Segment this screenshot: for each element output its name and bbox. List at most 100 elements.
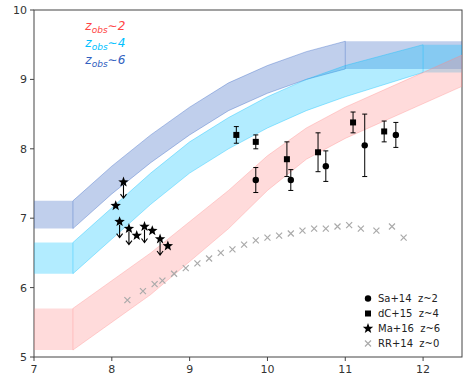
- legend-symbol: [365, 341, 371, 347]
- point: [110, 200, 120, 210]
- point: [233, 132, 239, 138]
- point: [194, 260, 200, 266]
- error-bar-line: [284, 142, 289, 177]
- point: [315, 149, 321, 155]
- point: [401, 235, 407, 241]
- legend-label: RR+14 z~0: [378, 338, 439, 349]
- plot-frame: [34, 10, 462, 357]
- error-bar-line: [253, 168, 258, 193]
- annotation-subscript: obs: [92, 25, 108, 35]
- point: [346, 222, 352, 228]
- band-extension: [34, 201, 73, 229]
- chart: 7891011125678910zobs∼2zobs∼4zobs∼6Sa+14 …: [0, 0, 474, 383]
- upper-limit-arrow: [120, 185, 126, 198]
- point: [253, 177, 259, 183]
- error-bar-line: [393, 122, 398, 147]
- error-bar-line: [382, 121, 387, 142]
- legend-symbol: [363, 323, 373, 333]
- x-tick-label: 12: [416, 363, 430, 376]
- error-bar: [351, 112, 356, 133]
- point: [159, 278, 165, 284]
- x-tick: [267, 357, 268, 361]
- error-bar: [253, 168, 258, 193]
- error-bar-line: [288, 170, 293, 191]
- legend-label: dC+15 z~4: [378, 308, 439, 319]
- y-tick-label: 9: [20, 73, 27, 86]
- point: [124, 223, 134, 233]
- point: [299, 228, 305, 234]
- y-tick-label: 5: [20, 351, 27, 364]
- point: [118, 177, 128, 187]
- annotation: zobs∼2: [84, 19, 125, 35]
- annotation-subscript: obs: [92, 59, 108, 69]
- y-tick: [30, 148, 34, 149]
- legend: Sa+14 z~2dC+15 z~4Ma+16 z~6RR+14 z~0: [363, 293, 440, 349]
- y-tick: [30, 357, 34, 358]
- upper-limit-arrow: [126, 232, 132, 245]
- point: [323, 226, 329, 232]
- error-bar: [234, 127, 239, 144]
- plot-area: [34, 41, 462, 350]
- error-bar: [393, 122, 398, 147]
- x-tick-label: 9: [186, 363, 193, 376]
- legend-symbol: [365, 295, 371, 301]
- legend-symbol: [365, 311, 371, 317]
- point: [362, 142, 368, 148]
- annotation-subscript: obs: [92, 42, 108, 52]
- point: [183, 265, 189, 271]
- x-tick-label: 8: [108, 363, 115, 376]
- point: [389, 224, 395, 230]
- y-tick-label: 10: [13, 4, 27, 17]
- series-x: [124, 222, 406, 303]
- y-tick-label: 6: [20, 282, 27, 295]
- band-extension: [34, 308, 73, 350]
- point: [323, 163, 329, 169]
- point: [124, 297, 130, 303]
- series-square: [233, 112, 387, 177]
- point: [288, 230, 294, 236]
- point: [350, 119, 356, 125]
- y-tick: [30, 79, 34, 80]
- x-tick: [34, 357, 35, 361]
- point: [140, 288, 146, 294]
- point: [334, 224, 340, 230]
- x-tick: [345, 357, 346, 361]
- error-bar: [316, 133, 321, 172]
- point: [218, 250, 224, 256]
- error-bar: [284, 142, 289, 177]
- y-tick-label: 7: [20, 212, 27, 225]
- error-bar: [382, 121, 387, 142]
- point: [253, 237, 259, 243]
- error-bar: [288, 170, 293, 191]
- x-tick-label: 10: [260, 363, 274, 376]
- legend-label: Sa+14 z~2: [378, 293, 438, 304]
- point: [276, 233, 282, 239]
- annotations: zobs∼2zobs∼4zobs∼6: [84, 19, 125, 69]
- annotation: zobs∼4: [84, 36, 125, 52]
- point: [114, 216, 124, 226]
- point: [381, 128, 387, 134]
- error-bar-line: [234, 127, 239, 144]
- series-star: [110, 177, 173, 255]
- x-tick: [111, 357, 112, 361]
- point: [152, 281, 158, 287]
- point: [147, 225, 157, 235]
- point: [155, 234, 165, 244]
- upper-limit-arrow: [142, 230, 148, 243]
- point: [131, 230, 141, 240]
- point: [229, 246, 235, 252]
- annotation-part: ∼4: [108, 36, 126, 50]
- error-bar-line: [253, 135, 258, 149]
- band: [73, 45, 423, 274]
- y-tick: [30, 218, 34, 219]
- x-tick-label: 7: [31, 363, 38, 376]
- error-bar: [323, 151, 328, 182]
- y-tick: [30, 10, 34, 11]
- band-extension: [34, 242, 73, 273]
- annotation-part: ∼2: [108, 19, 126, 33]
- point: [284, 156, 290, 162]
- point: [393, 132, 399, 138]
- point: [206, 255, 212, 261]
- x-tick-label: 11: [338, 363, 352, 376]
- point: [311, 226, 317, 232]
